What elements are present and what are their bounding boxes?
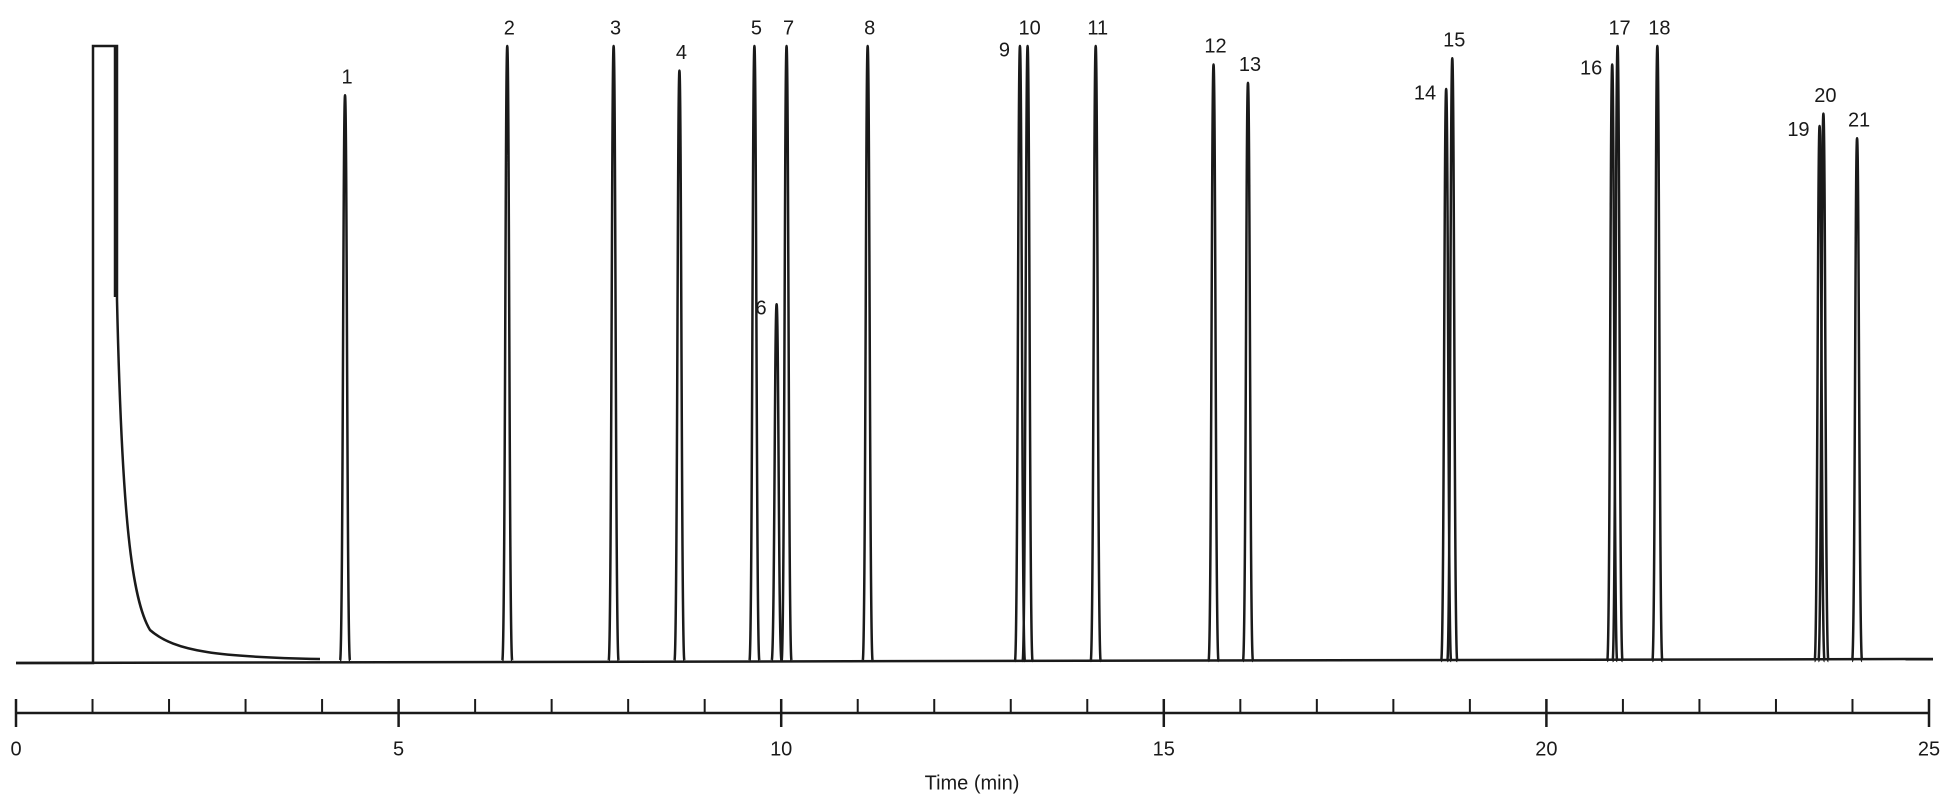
peak — [673, 69, 686, 663]
peak-label: 21 — [1848, 110, 1870, 132]
peak-label: 18 — [1648, 17, 1670, 39]
x-tick-label: 10 — [770, 738, 792, 760]
peak-label: 1 — [341, 66, 352, 88]
peak-label: 8 — [864, 17, 875, 39]
peak — [1021, 44, 1034, 663]
x-tick-label: 5 — [393, 738, 404, 760]
peak — [1241, 81, 1255, 663]
x-axis-label: Time (min) — [925, 772, 1020, 794]
x-tick-label: 20 — [1535, 738, 1557, 760]
x-tick-label: 0 — [10, 738, 21, 760]
peak-label: 15 — [1443, 30, 1465, 52]
peak-label: 19 — [1787, 119, 1809, 141]
peak-label: 4 — [676, 42, 687, 64]
peak — [1446, 56, 1459, 663]
x-tick-label: 15 — [1153, 738, 1175, 760]
peak — [1013, 44, 1027, 663]
peak — [1611, 44, 1624, 663]
peak — [1850, 136, 1864, 663]
peak-label: 3 — [610, 17, 621, 39]
solvent-peak — [16, 44, 321, 665]
peak-label: 12 — [1204, 36, 1226, 58]
peak-label: 13 — [1239, 54, 1261, 76]
peak — [338, 93, 352, 663]
peak — [501, 44, 514, 663]
peak — [770, 303, 783, 663]
peak-label: 11 — [1087, 17, 1108, 39]
peak-label: 17 — [1608, 17, 1630, 39]
peak — [1089, 44, 1102, 663]
peak-label: 5 — [751, 17, 762, 39]
peak-label: 6 — [755, 298, 766, 320]
peak-label: 14 — [1414, 82, 1436, 104]
peak — [748, 44, 761, 663]
peak-label: 10 — [1018, 17, 1040, 39]
peak — [1207, 63, 1220, 663]
peak — [607, 44, 620, 663]
peak — [1813, 124, 1826, 663]
peak-label: 7 — [783, 17, 794, 39]
peak — [1651, 44, 1664, 663]
x-tick-label: 25 — [1918, 738, 1940, 760]
peak-label: 2 — [504, 17, 515, 39]
peak — [780, 44, 793, 663]
peak-label: 20 — [1814, 85, 1836, 107]
peak — [861, 44, 874, 663]
peak-label: 9 — [999, 39, 1010, 61]
peak — [1817, 112, 1830, 663]
peak-label: 16 — [1580, 58, 1602, 80]
